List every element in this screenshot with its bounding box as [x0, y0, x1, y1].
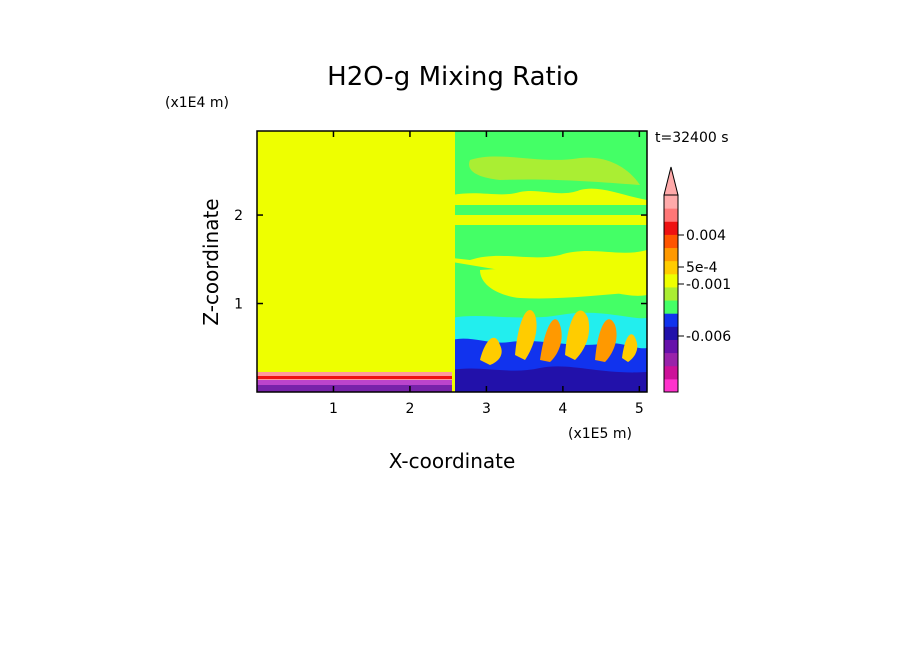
time-label: t=32400 s — [655, 130, 729, 146]
plume-5 — [595, 319, 617, 362]
colorbar-swatch — [664, 339, 678, 354]
colorbar-swatch — [664, 352, 678, 367]
colorbar-swatch — [664, 273, 678, 288]
y-tick-label: 2 — [234, 208, 243, 224]
colorbar-swatch — [664, 234, 678, 249]
colorbar-tick-label: 5e-4 — [686, 260, 718, 276]
right-yellow-patch1 — [469, 156, 640, 185]
chart-title: H2O-g Mixing Ratio — [327, 62, 579, 92]
x-axis-label: X-coordinate — [389, 449, 516, 473]
y-axis-label: Z-coordinate — [199, 198, 223, 325]
right-deep-base — [452, 366, 647, 392]
x-tick-label: 1 — [329, 401, 338, 417]
x-axis-ticks: 1 2 3 4 5 — [329, 131, 644, 417]
right-edge-strip — [452, 131, 455, 392]
colorbar-frame — [663, 194, 679, 393]
colorbar-swatch — [664, 247, 678, 262]
colorbar-swatch — [664, 260, 678, 275]
plot-frame — [256, 130, 648, 393]
left-boundary-red — [257, 376, 452, 379]
plume-1 — [480, 337, 502, 365]
colorbar-tick-label: -0.001 — [686, 277, 731, 293]
x-tick-label: 5 — [635, 401, 644, 417]
colorbar-swatch — [664, 365, 678, 380]
colorbar-swatch — [664, 195, 678, 209]
right-yellow-patch2 — [480, 266, 640, 299]
y-axis-ticks: 12 — [234, 208, 647, 313]
colorbar-extend-triangle — [663, 166, 679, 196]
plume-4 — [565, 310, 590, 360]
y-scale-label: (x1E4 m) — [165, 95, 229, 111]
right-green-band3 — [452, 225, 647, 260]
colorbar-swatch — [664, 300, 678, 314]
colorbar-swatch — [664, 208, 678, 222]
plume-2 — [515, 309, 537, 360]
x-scale-label: (x1E5 m) — [568, 426, 632, 442]
x-tick-label: 4 — [558, 401, 567, 417]
colorbar-swatch — [664, 378, 678, 393]
plume-6 — [622, 334, 638, 362]
colorbar-swatch — [664, 221, 678, 235]
colorbar-swatch — [664, 313, 678, 327]
plume-3 — [540, 319, 562, 362]
colorbar-swatch — [664, 326, 678, 340]
colorbar-swatch — [664, 286, 678, 301]
y-tick-label: 1 — [234, 297, 243, 313]
heatmap-area — [256, 130, 648, 393]
colorbar: 0.004 5e-4-0.001 -0.006 — [663, 166, 731, 393]
x-tick-label: 3 — [482, 401, 491, 417]
colorbar-tick-label: 0.004 — [686, 228, 726, 244]
left-yellow-region — [257, 131, 452, 392]
colorbar-tick-label: -0.006 — [686, 329, 731, 345]
right-green-band2 — [452, 205, 647, 215]
left-boundary-deep — [257, 385, 452, 392]
x-tick-label: 2 — [405, 401, 414, 417]
